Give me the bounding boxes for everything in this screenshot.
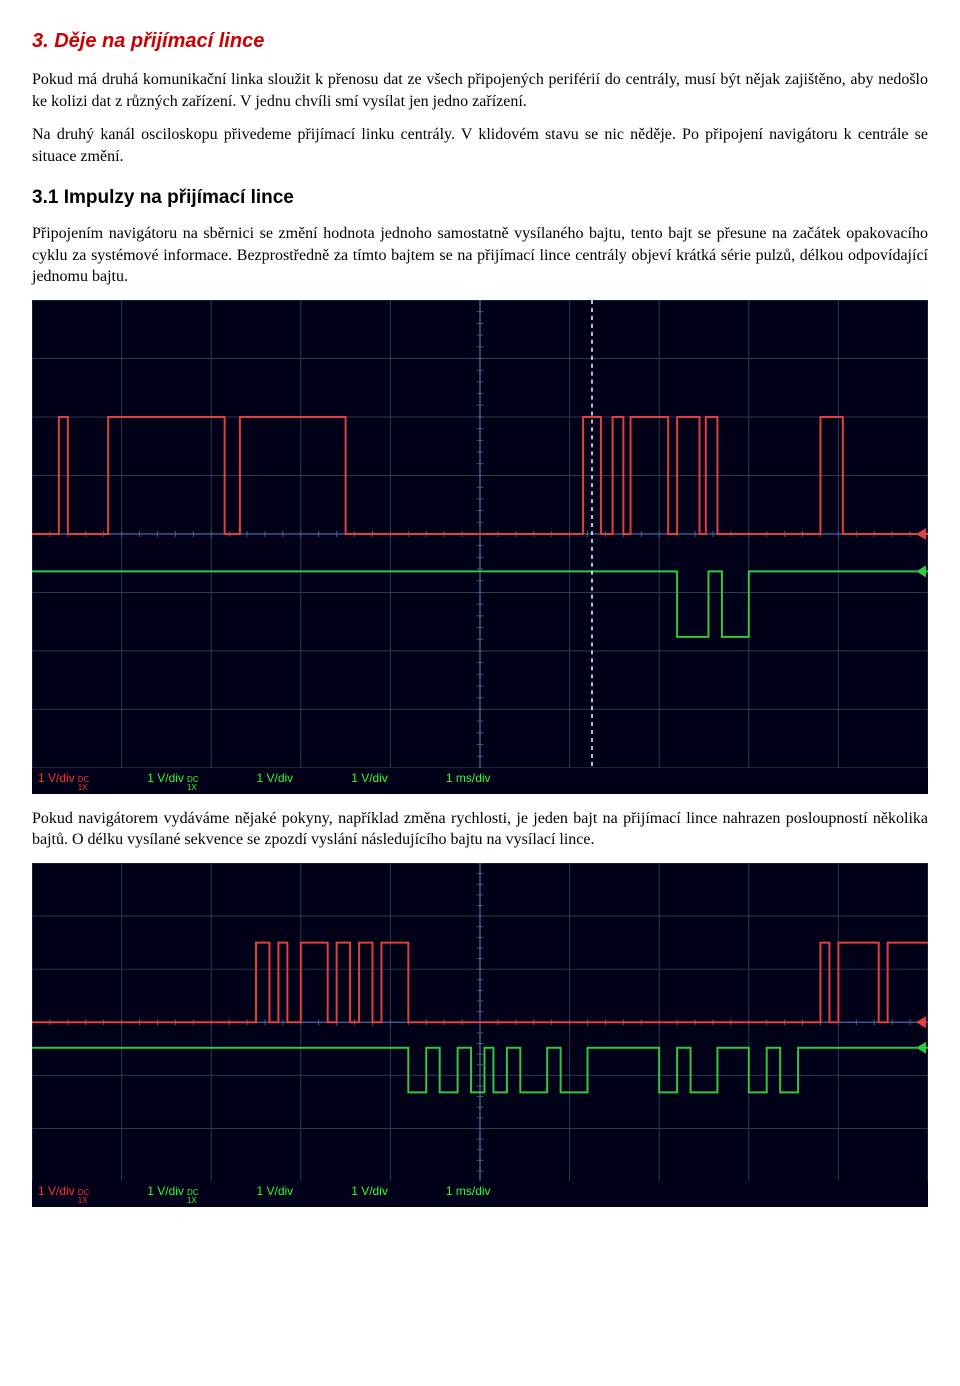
ch4-vdiv: 1 V/div [351,770,388,792]
ch3-vdiv-2: 1 V/div [257,1183,294,1205]
heading-sub: 3.1 Impulzy na přijímací lince [32,185,928,211]
heading-main: 3. Děje na přijímací lince [32,28,928,55]
ch2-vdiv-2: 1 V/divDC1X [147,1183,198,1205]
oscilloscope-screenshot-1: 1 V/divDC1X 1 V/divDC1X 1 V/div 1 V/div … [32,300,928,794]
ch1-vdiv-2: 1 V/divDC1X [38,1183,89,1205]
paragraph-2: Na druhý kanál osciloskopu přivedeme při… [32,124,928,167]
ch4-vdiv-2: 1 V/div [351,1183,388,1205]
paragraph-4: Pokud navigátorem vydáváme nějaké pokyny… [32,808,928,851]
ch1-vdiv: 1 V/divDC1X [38,770,89,792]
timediv: 1 ms/div [446,770,491,792]
ch2-vdiv: 1 V/divDC1X [147,770,198,792]
ch3-vdiv: 1 V/div [257,770,294,792]
paragraph-1: Pokud má druhá komunikační linka sloužit… [32,69,928,112]
timediv-2: 1 ms/div [446,1183,491,1205]
paragraph-3: Připojením navigátoru na sběrnici se změ… [32,223,928,288]
scope-footer-2: 1 V/divDC1X 1 V/divDC1X 1 V/div 1 V/div … [32,1181,928,1207]
oscilloscope-screenshot-2: 1 V/divDC1X 1 V/divDC1X 1 V/div 1 V/div … [32,863,928,1208]
scope-footer-1: 1 V/divDC1X 1 V/divDC1X 1 V/div 1 V/div … [32,768,928,794]
